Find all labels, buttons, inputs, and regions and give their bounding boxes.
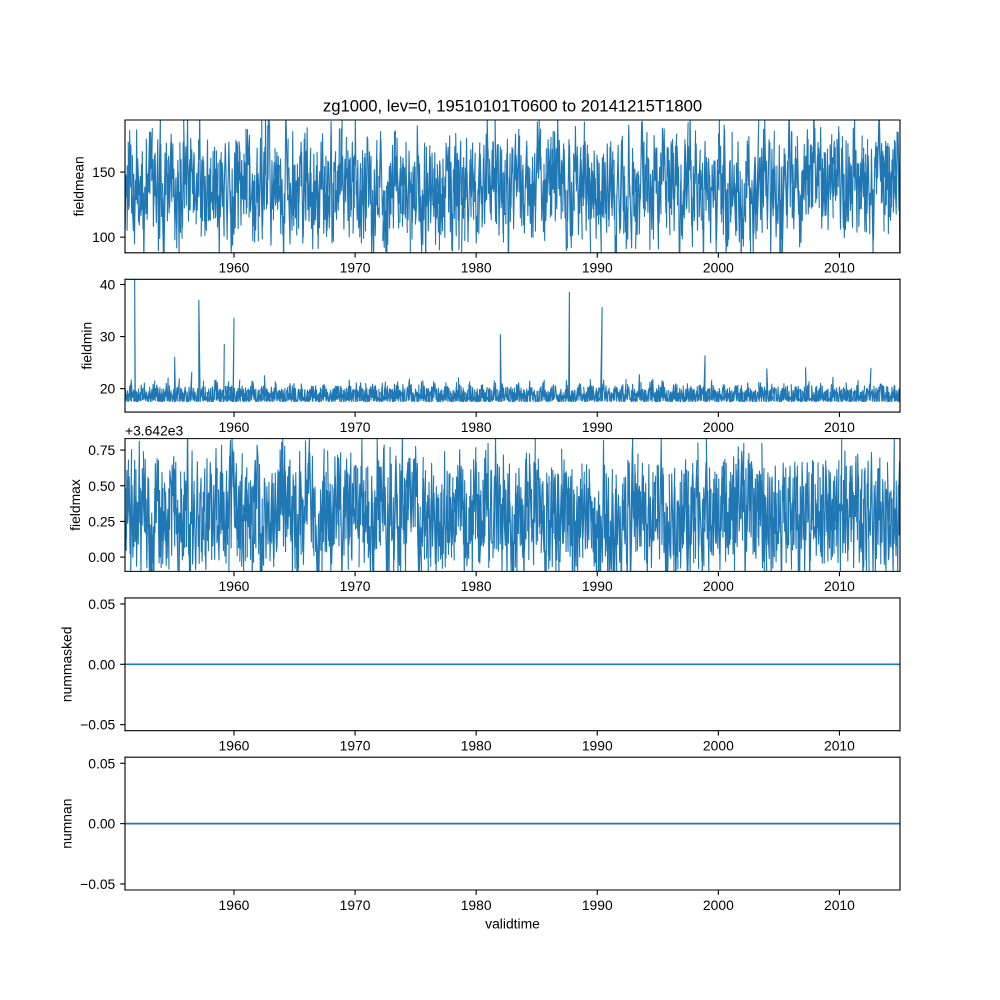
svg-text:−0.05: −0.05: [80, 717, 115, 733]
svg-text:2010: 2010: [824, 260, 855, 276]
svg-text:20: 20: [100, 381, 116, 397]
svg-text:2000: 2000: [703, 897, 734, 913]
svg-text:0.05: 0.05: [88, 596, 115, 612]
svg-text:1970: 1970: [340, 897, 371, 913]
svg-text:2010: 2010: [824, 737, 855, 753]
svg-text:1960: 1960: [219, 260, 250, 276]
svg-text:1990: 1990: [582, 897, 613, 913]
svg-text:fieldmin: fieldmin: [78, 322, 94, 370]
svg-text:1990: 1990: [582, 578, 613, 594]
svg-text:1990: 1990: [582, 737, 613, 753]
svg-text:30: 30: [100, 329, 116, 345]
svg-text:1990: 1990: [582, 419, 613, 435]
svg-text:100: 100: [92, 229, 115, 245]
svg-text:0.50: 0.50: [88, 478, 115, 494]
svg-text:validtime: validtime: [485, 915, 540, 931]
svg-text:2000: 2000: [703, 578, 734, 594]
svg-text:nummasked: nummasked: [59, 627, 75, 703]
svg-text:zg1000, lev=0, 19510101T0600 t: zg1000, lev=0, 19510101T0600 to 20141215…: [323, 97, 702, 116]
svg-text:1960: 1960: [219, 578, 250, 594]
svg-text:1980: 1980: [461, 897, 492, 913]
svg-text:150: 150: [92, 164, 115, 180]
svg-text:0.00: 0.00: [88, 549, 115, 565]
svg-text:2010: 2010: [824, 419, 855, 435]
svg-text:1960: 1960: [219, 419, 250, 435]
svg-text:1970: 1970: [340, 260, 371, 276]
svg-text:1960: 1960: [219, 737, 250, 753]
svg-text:2000: 2000: [703, 260, 734, 276]
svg-text:1970: 1970: [340, 737, 371, 753]
svg-text:0.00: 0.00: [88, 656, 115, 672]
svg-text:1980: 1980: [461, 260, 492, 276]
svg-text:2010: 2010: [824, 578, 855, 594]
svg-text:1980: 1980: [461, 578, 492, 594]
svg-text:fieldmax: fieldmax: [67, 479, 83, 531]
svg-text:−0.05: −0.05: [80, 876, 115, 892]
svg-text:numnan: numnan: [59, 799, 75, 849]
svg-text:2000: 2000: [703, 419, 734, 435]
svg-text:fieldmean: fieldmean: [71, 156, 87, 216]
svg-text:1980: 1980: [461, 419, 492, 435]
svg-text:+3.642e3: +3.642e3: [125, 423, 184, 439]
svg-text:1960: 1960: [219, 897, 250, 913]
svg-text:1990: 1990: [582, 260, 613, 276]
svg-text:2000: 2000: [703, 737, 734, 753]
svg-text:0.00: 0.00: [88, 816, 115, 832]
svg-text:1970: 1970: [340, 578, 371, 594]
svg-text:0.75: 0.75: [88, 442, 115, 458]
svg-text:40: 40: [100, 277, 116, 293]
svg-text:1970: 1970: [340, 419, 371, 435]
svg-text:0.05: 0.05: [88, 755, 115, 771]
svg-text:0.25: 0.25: [88, 513, 115, 529]
svg-text:1980: 1980: [461, 737, 492, 753]
svg-text:2010: 2010: [824, 897, 855, 913]
